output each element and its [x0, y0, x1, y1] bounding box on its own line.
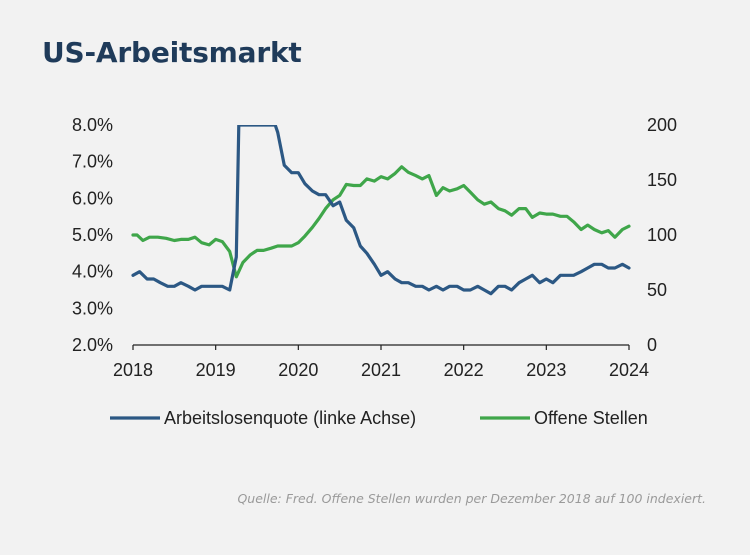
chart-legend: Arbeitslosenquote (linke Achse) Offene St…	[110, 408, 648, 428]
source-note: Quelle: Fred. Offene Stellen wurden per …	[237, 491, 706, 506]
unemployment-rate-line	[131, 125, 631, 296]
y-right-tick-label: 200	[647, 115, 677, 135]
job-openings-line	[131, 165, 631, 279]
legend-unemployment-label: Arbeitslosenquote (linke Achse)	[164, 408, 416, 428]
chart-lines	[131, 125, 631, 296]
y-left-tick-label: 4.0%	[72, 262, 113, 282]
x-tick-label: 2018	[113, 360, 153, 380]
chart-axes: 2.0% 3.0% 4.0% 5.0% 6.0% 7.0% 8.0% 0 50 100 150 200…	[72, 115, 677, 380]
y-right-tick-label: 50	[647, 280, 667, 300]
y-left-tick-label: 6.0%	[72, 188, 113, 208]
y-left-tick-label: 5.0%	[72, 225, 113, 245]
page-title: US-Arbeitsmarkt	[42, 36, 302, 69]
legend-job-openings-label: Offene Stellen	[534, 408, 648, 428]
x-tick-label: 2023	[526, 360, 566, 380]
y-right-tick-label: 0	[647, 335, 657, 355]
x-tick-label: 2022	[444, 360, 484, 380]
x-tick-label: 2020	[278, 360, 318, 380]
y-right-tick-label: 100	[647, 225, 677, 245]
y-left-tick-label: 2.0%	[72, 335, 113, 355]
y-left-tick-label: 3.0%	[72, 298, 113, 318]
y-right-tick-label: 150	[647, 170, 677, 190]
y-left-tick-label: 8.0%	[72, 115, 113, 135]
x-tick-label: 2024	[609, 360, 649, 380]
x-tick-label: 2021	[361, 360, 401, 380]
y-left-tick-label: 7.0%	[72, 152, 113, 172]
x-tick-label: 2019	[196, 360, 236, 380]
